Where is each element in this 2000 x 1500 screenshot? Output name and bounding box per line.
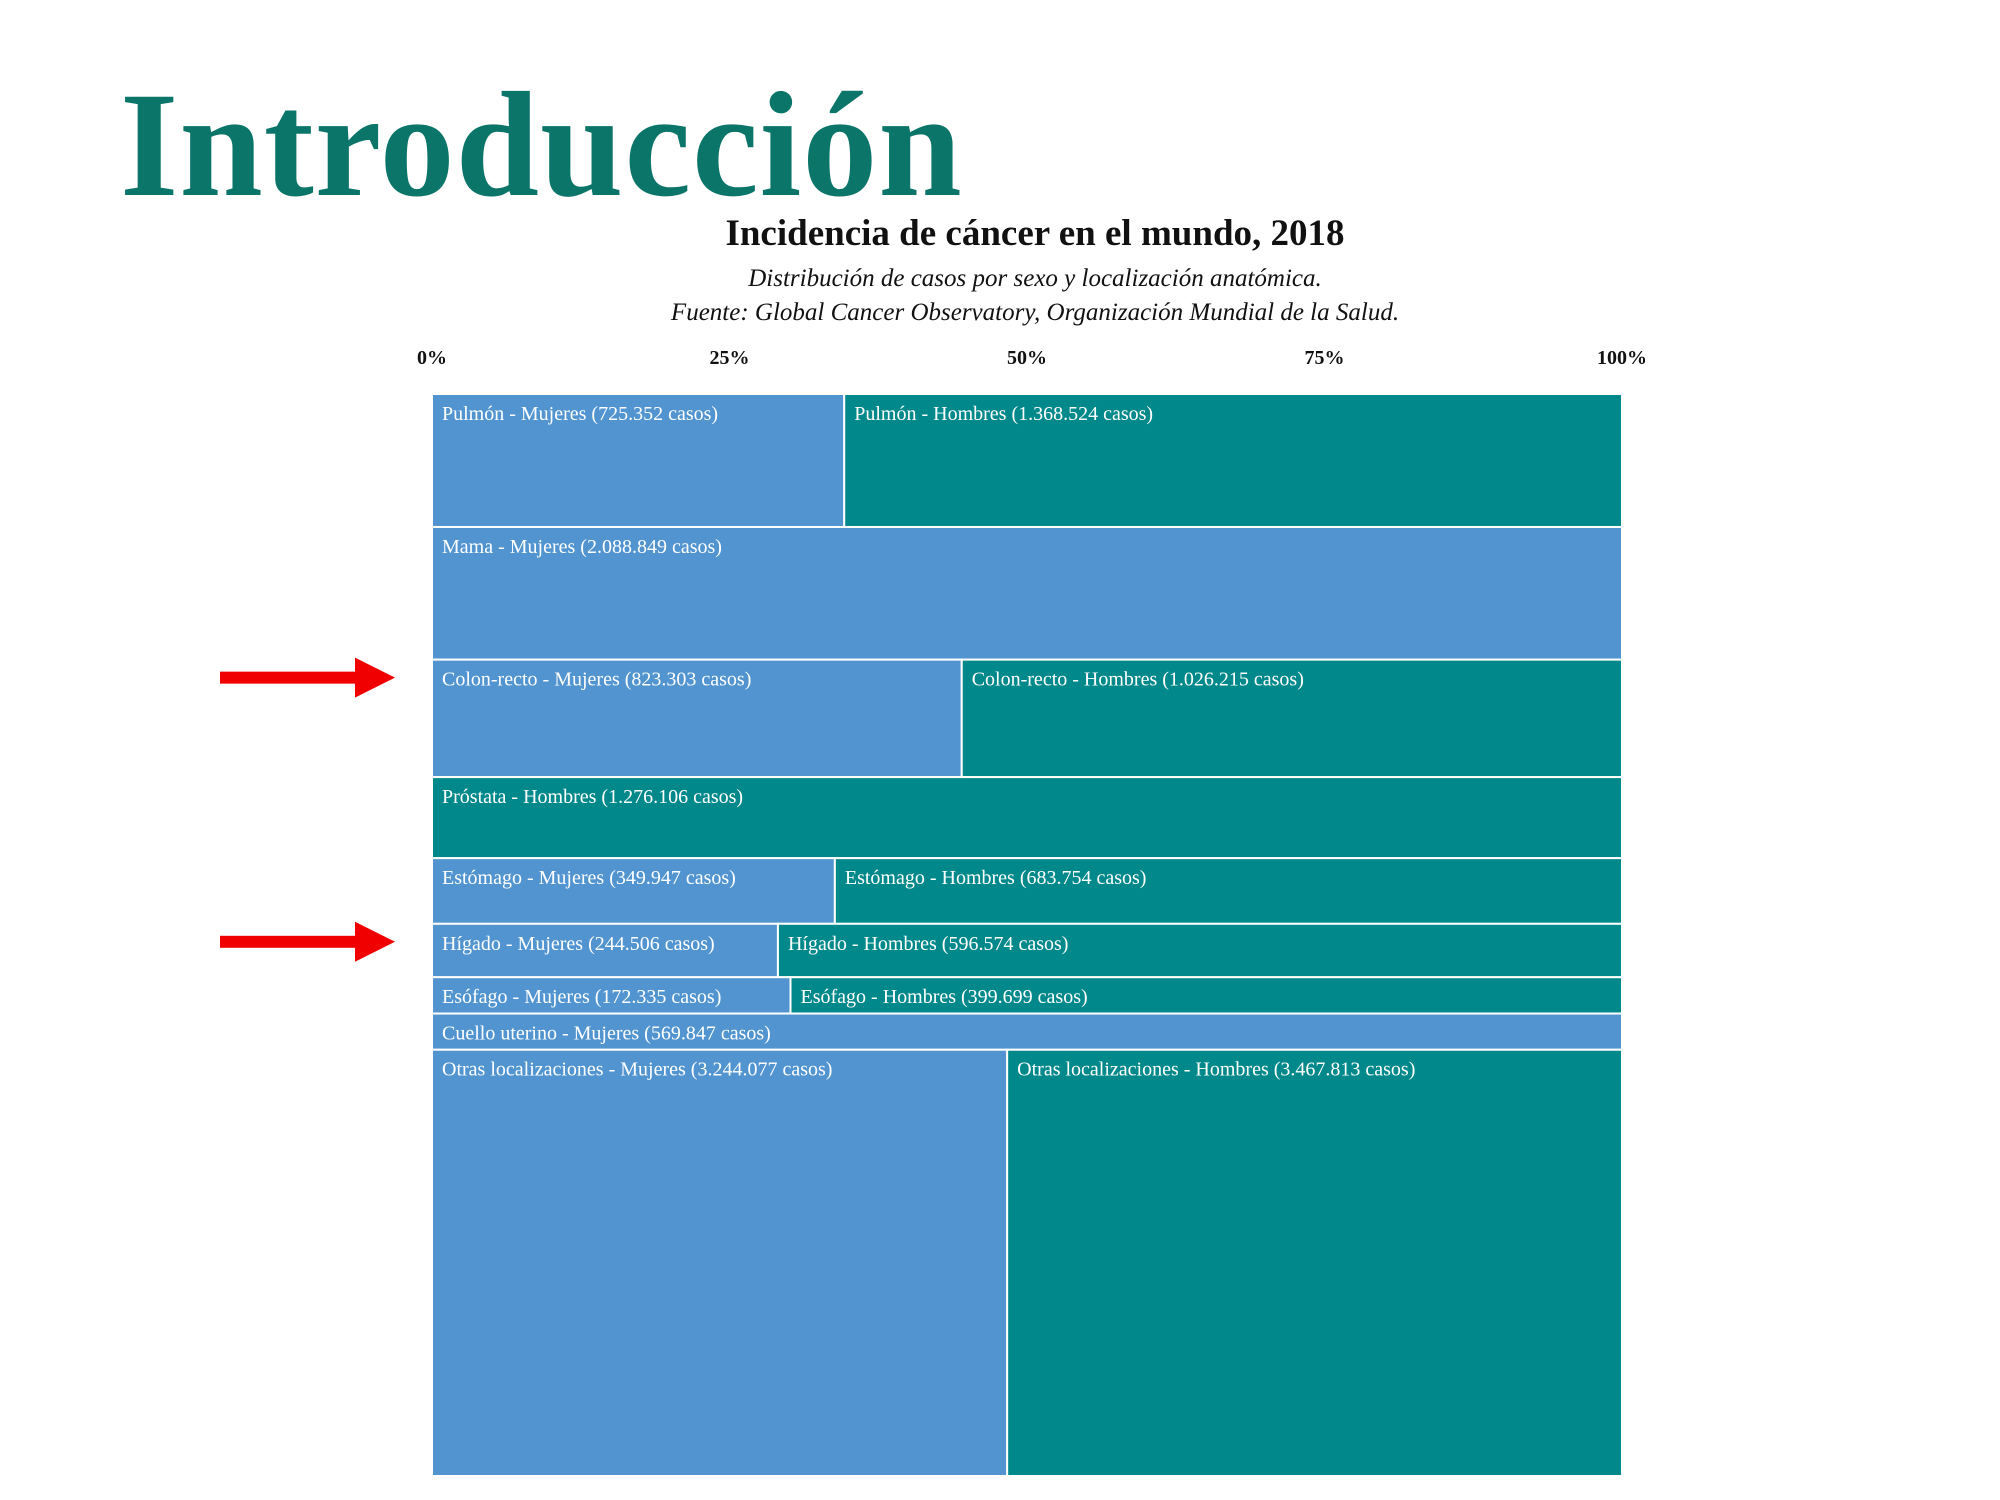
treemap-cell-label: Próstata - Hombres (1.276.106 casos)	[442, 786, 743, 808]
x-tick-label: 100%	[1597, 347, 1647, 369]
treemap-cell	[431, 1048, 1009, 1478]
x-tick-label: 50%	[1007, 347, 1047, 369]
treemap-cells: Pulmón - Mujeres (725.352 casos) Pulmón -…	[431, 393, 1623, 1478]
treemap-cell	[1006, 1048, 1623, 1478]
x-tick-label: 0%	[417, 347, 447, 369]
chart-subtitle-description: Distribución de casos por sexo y localiz…	[748, 265, 1322, 292]
treemap-cell	[431, 525, 1623, 661]
treemap-cell-label: Esófago - Hombres (399.699 casos)	[801, 986, 1088, 1008]
treemap-cell	[789, 976, 1623, 1015]
treemap-cell-label: Esófago - Mujeres (172.335 casos)	[442, 986, 721, 1008]
chart-subtitle-source: Fuente: Global Cancer Observatory, Organ…	[670, 299, 1400, 326]
slide-title: Introducción	[120, 62, 963, 228]
treemap-cell	[431, 658, 963, 779]
x-tick-label: 75%	[1305, 347, 1345, 369]
treemap-cell-label: Colon-recto - Mujeres (823.303 casos)	[442, 669, 751, 691]
treemap-cell-label: Colon-recto - Hombres (1.026.215 casos)	[972, 669, 1304, 691]
chart-title: Incidencia de cáncer en el mundo, 2018	[725, 213, 1345, 254]
arrow-right-icon	[220, 921, 395, 962]
x-tick-label: 25%	[710, 347, 750, 369]
arrow-right-icon	[220, 657, 395, 698]
x-axis-ticks: 0% 25% 50% 75% 100%	[417, 347, 1647, 369]
treemap-cell	[431, 922, 779, 979]
treemap-cell	[833, 857, 1623, 925]
highlight-arrows	[220, 657, 395, 962]
treemap-cell	[431, 857, 836, 925]
treemap-cell-label: Estómago - Mujeres (349.947 casos)	[442, 867, 736, 889]
treemap-cell-label: Cuello uterino - Mujeres (569.847 casos)	[442, 1023, 771, 1045]
treemap-cell	[843, 393, 1623, 528]
treemap-cell-label: Otras localizaciones - Hombres (3.467.81…	[1017, 1059, 1415, 1081]
treemap-cell	[776, 922, 1623, 979]
treemap-cell-label: Estómago - Hombres (683.754 casos)	[845, 867, 1147, 889]
treemap-cell-label: Pulmón - Mujeres (725.352 casos)	[442, 403, 718, 425]
treemap-cell	[431, 393, 846, 528]
treemap-cell-label: Mama - Mujeres (2.088.849 casos)	[442, 536, 722, 558]
treemap-cell-label: Hígado - Hombres (596.574 casos)	[788, 933, 1069, 955]
treemap-cell-label: Hígado - Mujeres (244.506 casos)	[442, 933, 715, 955]
treemap-cell-label: Otras localizaciones - Mujeres (3.244.07…	[442, 1059, 832, 1081]
treemap-cell-label: Pulmón - Hombres (1.368.524 casos)	[854, 403, 1153, 425]
